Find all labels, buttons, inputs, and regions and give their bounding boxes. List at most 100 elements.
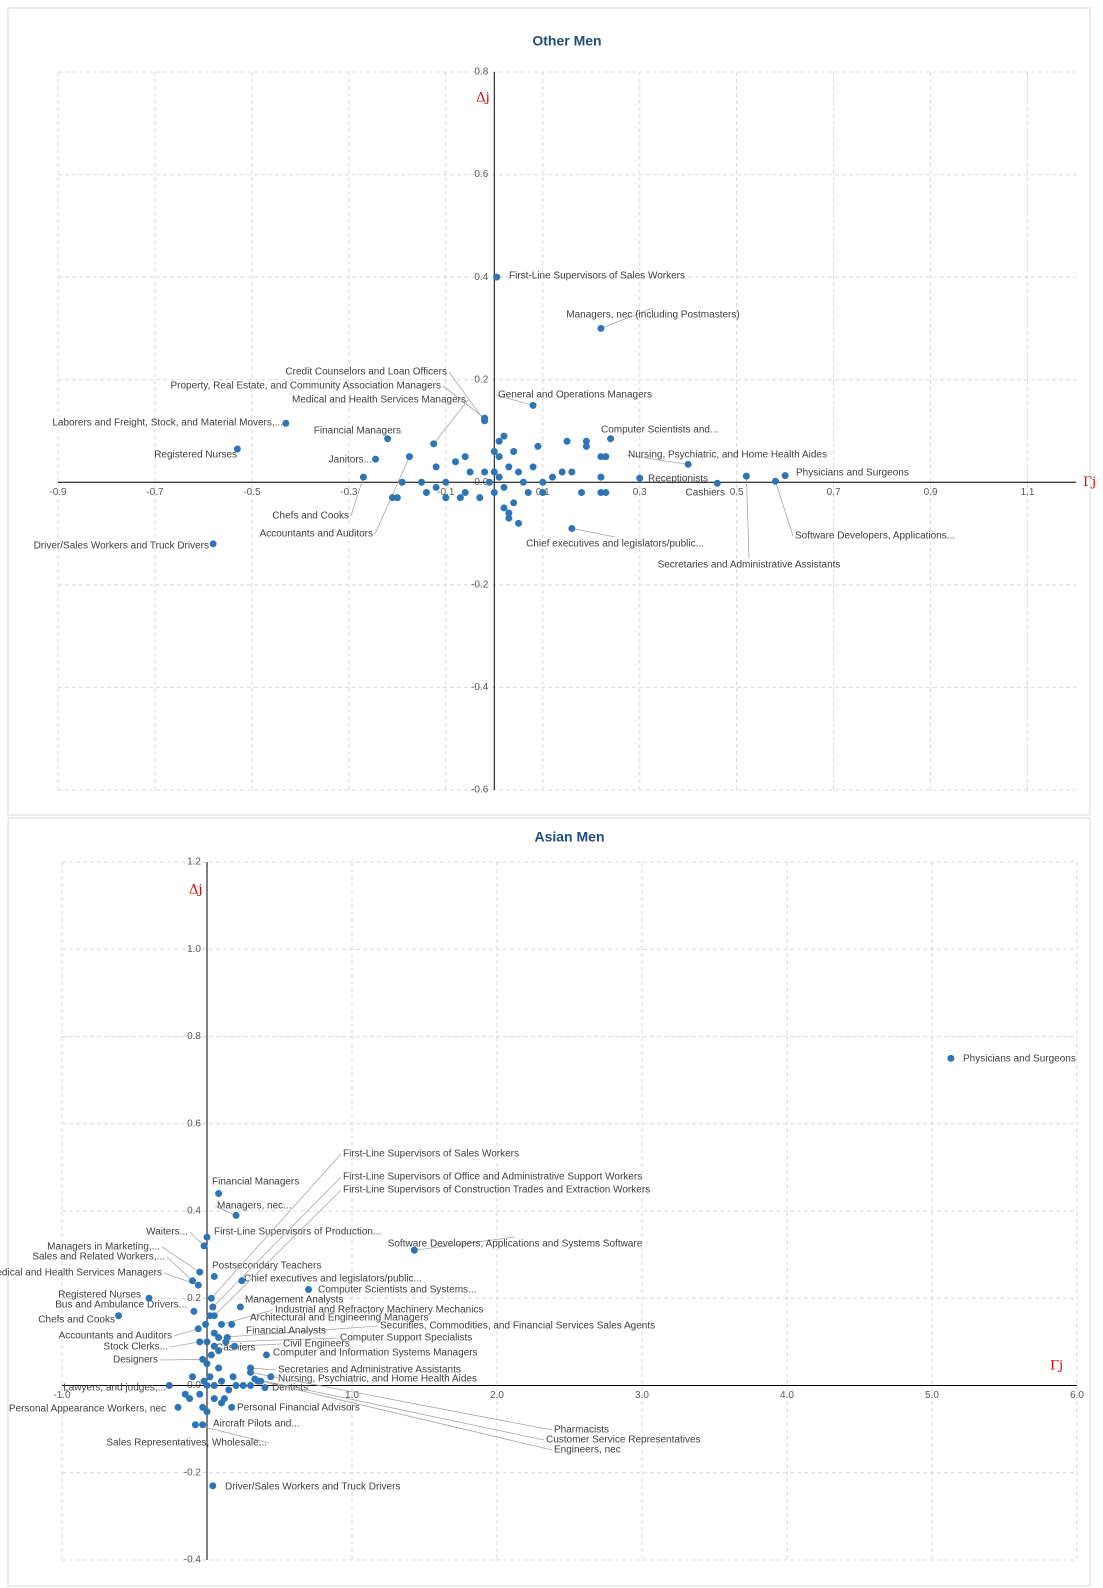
point-label: Secretaries and Administrative Assistant… bbox=[278, 1365, 461, 1376]
point-label: Managers in Marketing,... bbox=[47, 1242, 160, 1253]
point bbox=[597, 324, 605, 332]
point-label: Receptionists bbox=[648, 474, 708, 485]
point bbox=[490, 489, 498, 497]
point-label: Software Developers, Applications and Sy… bbox=[388, 1239, 643, 1250]
point bbox=[194, 1281, 202, 1289]
point bbox=[388, 494, 396, 502]
point bbox=[515, 519, 523, 527]
leader-line bbox=[442, 385, 485, 419]
point-label: First-Line Supervisors of Sales Workers bbox=[343, 1149, 519, 1160]
leader-line bbox=[218, 1325, 379, 1338]
x-tick-label: 0.5 bbox=[730, 487, 744, 498]
point bbox=[597, 473, 605, 481]
point bbox=[203, 1233, 211, 1241]
chart-frame bbox=[7, 7, 1091, 816]
point bbox=[199, 1403, 207, 1411]
point bbox=[529, 401, 537, 409]
point bbox=[461, 453, 469, 461]
x-tick-label: -0.3 bbox=[340, 487, 358, 498]
point bbox=[203, 1338, 211, 1346]
point bbox=[495, 473, 503, 481]
point-label: Computer and Information Systems Manager… bbox=[273, 1348, 478, 1359]
point bbox=[505, 514, 513, 522]
x-tick-label: 1.0 bbox=[345, 1390, 359, 1401]
leader-line bbox=[571, 528, 616, 538]
y-tick-label: -0.4 bbox=[471, 682, 489, 693]
point bbox=[422, 489, 430, 497]
leader-line bbox=[350, 477, 364, 517]
leader-line bbox=[166, 1256, 193, 1282]
point-label: Janitors... bbox=[329, 455, 372, 466]
point bbox=[207, 1351, 215, 1359]
point-label: Pharmacists bbox=[554, 1425, 609, 1436]
point-label: Engineers, nec bbox=[554, 1445, 621, 1456]
point-label: Accountants and Auditors bbox=[260, 529, 373, 540]
point-label: Cashiers bbox=[686, 488, 725, 499]
point-label: Accountants and Auditors bbox=[59, 1331, 172, 1342]
point bbox=[582, 442, 590, 450]
point-label: Financial Analysts bbox=[246, 1326, 326, 1337]
point-label: Computer Support Specialists bbox=[340, 1333, 472, 1344]
leader-line bbox=[254, 1378, 545, 1441]
point bbox=[239, 1382, 247, 1389]
y-tick-label: -0.2 bbox=[184, 1467, 202, 1478]
point bbox=[500, 483, 508, 491]
point-label: Civil Engineers bbox=[283, 1339, 350, 1350]
point-label: Laborers and Freight, Stock, and Materia… bbox=[52, 418, 283, 429]
point bbox=[209, 1482, 217, 1490]
point bbox=[529, 463, 537, 471]
x-tick-label: 0.9 bbox=[924, 487, 938, 498]
point bbox=[210, 1382, 218, 1389]
point-label: Personal Financial Advisors bbox=[237, 1403, 360, 1414]
point bbox=[563, 437, 571, 445]
point bbox=[209, 540, 217, 548]
point bbox=[267, 1373, 275, 1381]
leader-line bbox=[600, 307, 654, 329]
point bbox=[510, 499, 518, 507]
x-tick-label: -0.5 bbox=[243, 487, 261, 498]
x-tick-label: 6.0 bbox=[1070, 1390, 1084, 1401]
point bbox=[238, 1277, 246, 1285]
y-axis-label: Δj bbox=[476, 91, 489, 106]
point bbox=[636, 474, 644, 482]
point bbox=[781, 472, 789, 480]
point bbox=[215, 1334, 223, 1342]
y-tick-label: 0.2 bbox=[474, 374, 488, 385]
point bbox=[181, 1390, 189, 1398]
point bbox=[490, 468, 498, 476]
leader-line bbox=[775, 481, 794, 537]
point-label: Postsecondary Teachers bbox=[212, 1261, 321, 1272]
point-label: First-Line Supervisors of Production... bbox=[214, 1227, 381, 1238]
y-tick-label: 1.0 bbox=[187, 944, 201, 955]
point bbox=[206, 1373, 214, 1381]
point bbox=[215, 1190, 223, 1198]
point bbox=[393, 494, 401, 502]
point bbox=[233, 445, 241, 453]
point bbox=[493, 273, 501, 281]
point bbox=[199, 1421, 207, 1429]
point bbox=[228, 1403, 236, 1411]
point bbox=[261, 1384, 269, 1392]
point-label: Managers, nec... bbox=[217, 1201, 291, 1212]
leader-line bbox=[495, 394, 534, 406]
y-tick-label: 0.6 bbox=[474, 169, 488, 180]
point bbox=[384, 435, 392, 443]
point bbox=[432, 483, 440, 491]
y-tick-label: 0.8 bbox=[474, 67, 488, 78]
leader-line bbox=[173, 1328, 199, 1337]
leader-line bbox=[212, 1176, 342, 1308]
leader-line bbox=[195, 1424, 270, 1444]
x-tick-label: -0.9 bbox=[49, 487, 67, 498]
point bbox=[505, 509, 513, 517]
point bbox=[222, 1338, 230, 1346]
point bbox=[947, 1054, 955, 1062]
point-label: Secretaries and Administrative Assistant… bbox=[658, 560, 841, 571]
point-label: Financial Managers bbox=[212, 1177, 299, 1188]
point bbox=[203, 1408, 211, 1416]
point bbox=[196, 1268, 204, 1276]
y-tick-label: 0.4 bbox=[187, 1206, 201, 1217]
point bbox=[597, 489, 605, 497]
point bbox=[196, 1338, 204, 1346]
point bbox=[190, 1307, 198, 1315]
point bbox=[713, 479, 721, 487]
